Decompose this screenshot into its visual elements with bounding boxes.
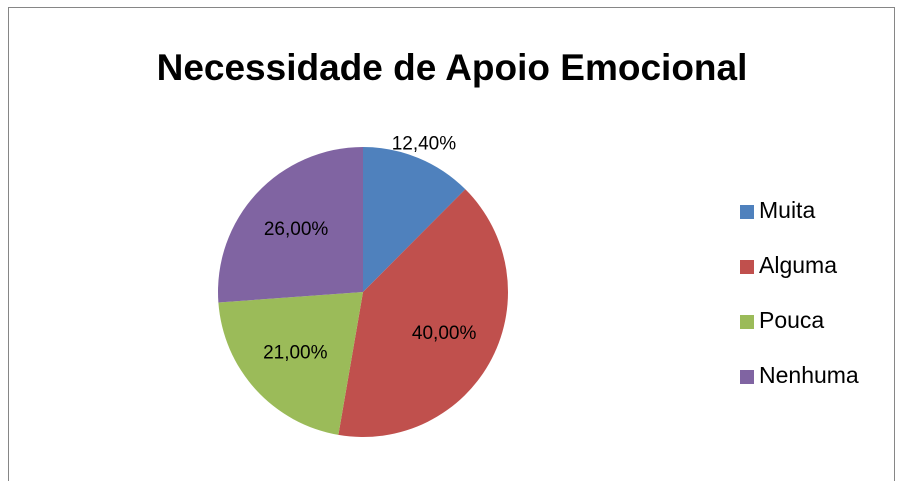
legend-label: Pouca: [759, 307, 824, 333]
legend-swatch: [740, 260, 754, 274]
pie-slice: [338, 189, 508, 437]
data-label: 21,00%: [263, 342, 328, 363]
data-label: 26,00%: [264, 219, 329, 240]
legend-swatch: [740, 315, 754, 329]
legend-label: Nenhuma: [759, 362, 859, 388]
data-label: 12,40%: [392, 134, 457, 155]
pie-slice: [363, 147, 466, 292]
pie-slice: [218, 292, 363, 435]
legend-label: Alguma: [759, 252, 837, 278]
pie-slice: [218, 147, 363, 303]
data-label: 40,00%: [412, 323, 477, 344]
legend-label: Muita: [759, 197, 815, 223]
legend-swatch: [740, 205, 754, 219]
legend-swatch: [740, 370, 754, 384]
chart-title: Necessidade de Apoio Emocional: [157, 47, 748, 88]
